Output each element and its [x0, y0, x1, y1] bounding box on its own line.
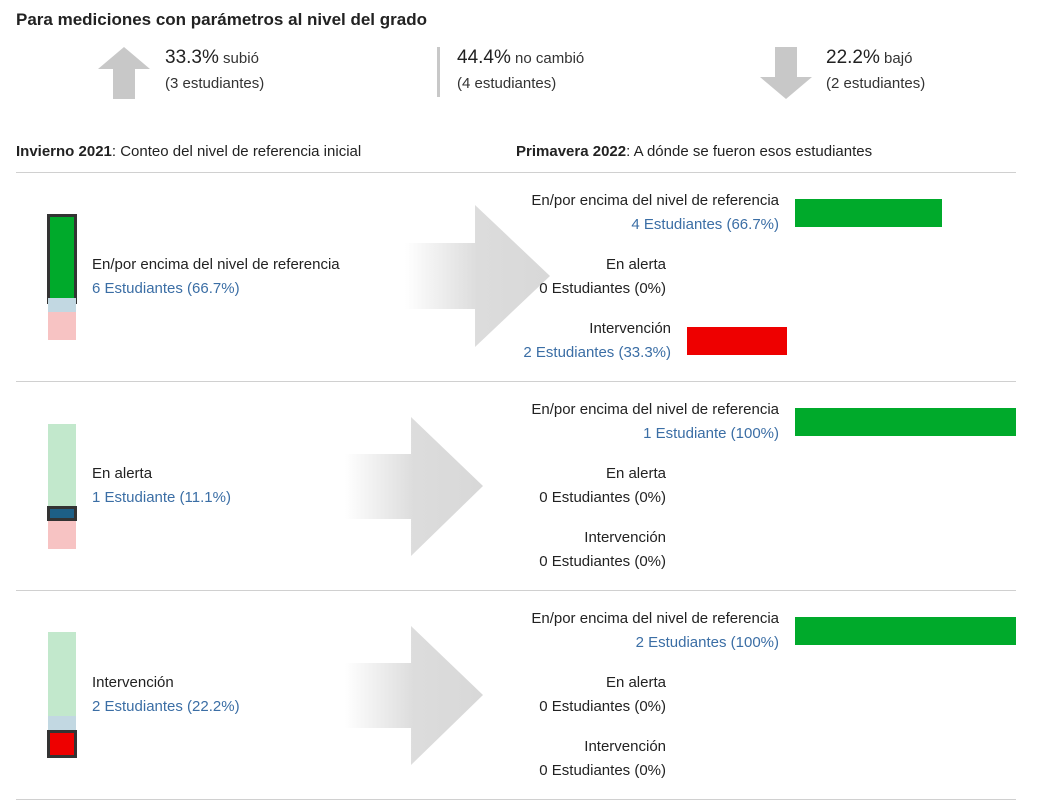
- level-stack-alert: [47, 424, 77, 550]
- flow-arrow-icon: [405, 205, 550, 347]
- right-column-header: Primavera 2022: A dónde se fueron esos e…: [516, 143, 872, 160]
- outcome-count-link[interactable]: 1 Estudiante (100%): [643, 425, 779, 442]
- stack-segment-above: [48, 424, 76, 506]
- summary-up-label: subió: [223, 50, 259, 67]
- outcome-name: Intervención: [584, 738, 666, 755]
- arrow-up-icon: [98, 47, 150, 99]
- summary-down: 22.2% bajó (2 estudiantes): [826, 47, 925, 92]
- summary-same: 44.4% no cambió (4 estudiantes): [457, 47, 584, 92]
- stack-segment-alert: [48, 298, 76, 312]
- outcome-bar-above: [795, 617, 1016, 645]
- level-name: En alerta: [92, 465, 153, 482]
- outcome-alert: En alerta 0 Estudiantes (0%): [539, 253, 666, 301]
- divider: [16, 799, 1016, 800]
- level-stack-above: [47, 214, 77, 341]
- stack-segment-intervention: [48, 521, 76, 549]
- summary-same-label: no cambió: [515, 50, 585, 67]
- summary-up: 33.3% subió (3 estudiantes): [165, 47, 264, 92]
- stack-segment-alert: [47, 506, 77, 521]
- outcome-name: En alerta: [605, 256, 666, 273]
- summary-down-pct: 22.2%: [826, 47, 880, 68]
- outcome-count: 0 Estudiantes (0%): [539, 280, 666, 297]
- stack-segment-above: [48, 632, 76, 716]
- stack-segment-intervention: [47, 730, 77, 758]
- outcome-above: En/por encima del nivel de referencia 2 …: [531, 607, 779, 655]
- outcome-alert: En alerta 0 Estudiantes (0%): [539, 462, 666, 510]
- outcome-count: 0 Estudiantes (0%): [539, 762, 666, 779]
- right-column-term: Primavera 2022: [516, 143, 627, 160]
- outcome-count-link[interactable]: 4 Estudiantes (66.7%): [631, 216, 779, 233]
- outcome-name: En alerta: [605, 465, 666, 482]
- page-title: Para mediciones con parámetros al nivel …: [16, 10, 427, 29]
- summary-down-label: bajó: [884, 50, 913, 67]
- summary-up-count: (3 estudiantes): [165, 75, 265, 92]
- outcome-bar-intervention: [687, 327, 787, 355]
- left-column-desc: : Conteo del nivel de referencia inicial: [111, 143, 362, 160]
- left-column-header: Invierno 2021: Conteo del nivel de refer…: [16, 143, 361, 160]
- level-stack-intervention: [47, 632, 77, 759]
- outcome-bar-above: [795, 408, 1016, 436]
- outcome-count: 0 Estudiantes (0%): [539, 489, 666, 506]
- outcome-intervention: Intervención 0 Estudiantes (0%): [539, 735, 666, 783]
- divider: [16, 381, 1016, 382]
- outcome-name: Intervención: [589, 320, 671, 337]
- outcome-intervention: Intervención 2 Estudiantes (33.3%): [523, 317, 671, 365]
- stack-segment-alert: [48, 716, 76, 730]
- summary-up-pct: 33.3%: [165, 47, 219, 68]
- flow-arrow-icon: [345, 417, 483, 556]
- level-label: En/por encima del nivel de referencia 6 …: [92, 253, 340, 301]
- summary-same-pct: 44.4%: [457, 47, 511, 68]
- outcome-name: En/por encima del nivel de referencia: [531, 610, 779, 627]
- outcome-above: En/por encima del nivel de referencia 1 …: [531, 398, 779, 446]
- level-count-link[interactable]: 6 Estudiantes (66.7%): [92, 280, 240, 297]
- outcome-count-link[interactable]: 2 Estudiantes (33.3%): [523, 344, 671, 361]
- level-count-link[interactable]: 1 Estudiante (11.1%): [92, 489, 231, 506]
- outcome-count-link[interactable]: 2 Estudiantes (100%): [635, 634, 779, 651]
- bar-icon: [437, 47, 440, 97]
- stack-segment-intervention: [48, 312, 76, 340]
- outcome-above: En/por encima del nivel de referencia 4 …: [531, 189, 779, 237]
- outcome-count: 0 Estudiantes (0%): [539, 698, 666, 715]
- left-column-term: Invierno 2021: [16, 143, 112, 160]
- stack-segment-above: [47, 214, 77, 304]
- outcome-alert: En alerta 0 Estudiantes (0%): [539, 671, 666, 719]
- outcome-name: En/por encima del nivel de referencia: [531, 192, 779, 209]
- level-label: Intervención 2 Estudiantes (22.2%): [92, 671, 240, 719]
- level-label: En alerta 1 Estudiante (11.1%): [92, 462, 231, 510]
- divider: [16, 590, 1016, 591]
- flow-arrow-icon: [345, 626, 483, 765]
- divider: [16, 172, 1016, 173]
- summary-same-count: (4 estudiantes): [457, 75, 557, 92]
- summary-down-count: (2 estudiantes): [826, 75, 926, 92]
- arrow-down-icon: [760, 47, 812, 99]
- outcome-intervention: Intervención 0 Estudiantes (0%): [539, 526, 666, 574]
- outcome-name: En/por encima del nivel de referencia: [531, 401, 779, 418]
- right-column-desc: : A dónde se fueron esos estudiantes: [626, 143, 873, 160]
- outcome-bar-above: [795, 199, 942, 227]
- outcome-name: Intervención: [584, 529, 666, 546]
- outcome-name: En alerta: [605, 674, 666, 691]
- level-name: Intervención: [92, 674, 174, 691]
- level-name: En/por encima del nivel de referencia: [92, 256, 340, 273]
- outcome-count: 0 Estudiantes (0%): [539, 553, 666, 570]
- level-count-link[interactable]: 2 Estudiantes (22.2%): [92, 698, 240, 715]
